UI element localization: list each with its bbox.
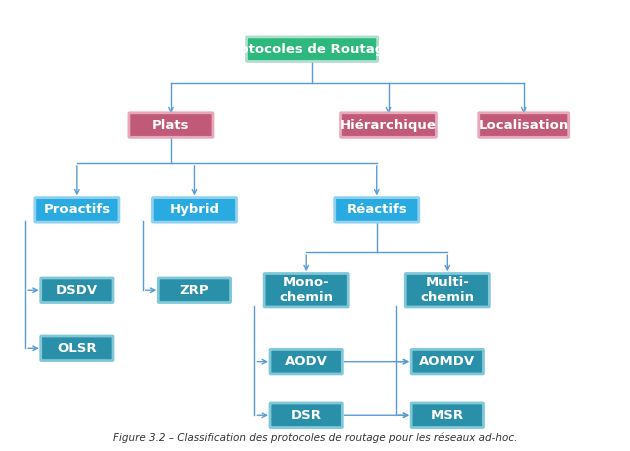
FancyBboxPatch shape	[264, 273, 348, 307]
FancyBboxPatch shape	[35, 198, 119, 222]
FancyBboxPatch shape	[152, 198, 236, 222]
FancyBboxPatch shape	[270, 350, 342, 374]
Text: Multi-
chemin: Multi- chemin	[420, 276, 474, 304]
Text: Plats: Plats	[152, 119, 190, 132]
Text: Réactifs: Réactifs	[346, 203, 407, 216]
Text: Hiérarchique: Hiérarchique	[340, 119, 437, 132]
FancyBboxPatch shape	[335, 198, 419, 222]
FancyBboxPatch shape	[158, 278, 231, 303]
FancyBboxPatch shape	[411, 403, 483, 428]
FancyBboxPatch shape	[341, 113, 437, 137]
Text: Hybrid: Hybrid	[169, 203, 219, 216]
Text: MSR: MSR	[431, 409, 464, 422]
Text: Localisation: Localisation	[479, 119, 569, 132]
FancyBboxPatch shape	[270, 403, 342, 428]
Text: AOMDV: AOMDV	[419, 355, 476, 368]
Text: DSR: DSR	[290, 409, 322, 422]
Text: Proactifs: Proactifs	[43, 203, 110, 216]
Text: Protocoles de Routages: Protocoles de Routages	[223, 43, 401, 55]
FancyBboxPatch shape	[129, 113, 213, 137]
Text: Mono-
chemin: Mono- chemin	[279, 276, 333, 304]
FancyBboxPatch shape	[405, 273, 490, 307]
FancyBboxPatch shape	[41, 336, 113, 360]
FancyBboxPatch shape	[411, 350, 483, 374]
Text: AODV: AODV	[285, 355, 328, 368]
Text: DSDV: DSDV	[56, 284, 98, 297]
FancyBboxPatch shape	[246, 37, 377, 61]
FancyBboxPatch shape	[41, 278, 113, 303]
FancyBboxPatch shape	[479, 113, 569, 137]
Text: ZRP: ZRP	[180, 284, 209, 297]
Text: OLSR: OLSR	[57, 342, 96, 355]
Text: Figure 3.2 – Classification des protocoles de routage pour les réseaux ad-hoc.: Figure 3.2 – Classification des protocol…	[113, 433, 517, 443]
